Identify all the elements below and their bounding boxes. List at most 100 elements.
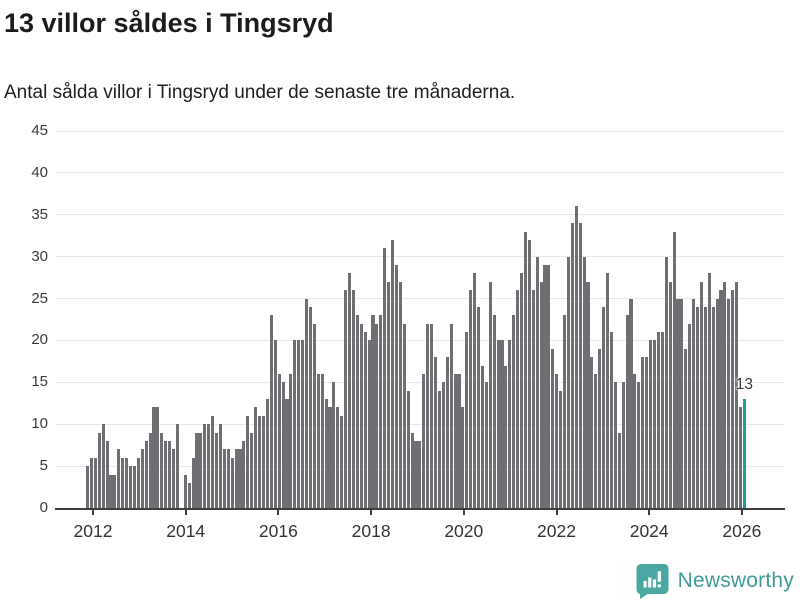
bar bbox=[125, 457, 129, 508]
bar bbox=[508, 340, 512, 508]
y-tick-label: 15 bbox=[31, 373, 48, 391]
bar bbox=[480, 365, 484, 508]
bar bbox=[367, 340, 371, 508]
bar bbox=[449, 323, 453, 508]
bar bbox=[727, 298, 731, 508]
bar bbox=[347, 273, 352, 508]
bar bbox=[277, 373, 281, 508]
bar bbox=[222, 449, 226, 508]
x-tick bbox=[555, 508, 558, 515]
bar bbox=[218, 424, 223, 508]
bar bbox=[555, 373, 559, 508]
bar bbox=[617, 432, 621, 508]
bar bbox=[566, 256, 571, 508]
bar bbox=[289, 373, 293, 508]
bar bbox=[293, 340, 297, 508]
y-tick-label: 10 bbox=[31, 415, 48, 433]
bar bbox=[473, 273, 477, 508]
bar bbox=[265, 399, 269, 508]
y-tick-label: 30 bbox=[31, 247, 48, 265]
x-tick-label: 2018 bbox=[351, 521, 391, 541]
bar bbox=[304, 298, 309, 508]
bar bbox=[731, 290, 735, 508]
bar bbox=[570, 223, 574, 508]
bar bbox=[594, 373, 598, 508]
bar bbox=[285, 399, 289, 508]
bar bbox=[453, 373, 457, 508]
y-tick-label: 35 bbox=[31, 205, 48, 223]
bar bbox=[328, 407, 332, 508]
bar bbox=[195, 432, 199, 508]
bar bbox=[101, 424, 105, 508]
bar bbox=[621, 382, 625, 508]
gridline bbox=[55, 130, 785, 132]
bar bbox=[551, 348, 555, 508]
chart-subtitle: Antal sålda villor i Tingsryd under de s… bbox=[4, 82, 516, 103]
bar bbox=[422, 373, 426, 508]
bar bbox=[625, 315, 629, 508]
bar bbox=[660, 332, 664, 508]
bar bbox=[340, 415, 344, 508]
x-tick bbox=[370, 508, 373, 515]
bar bbox=[559, 390, 563, 508]
bar bbox=[711, 306, 715, 508]
bar bbox=[86, 466, 90, 508]
bar bbox=[312, 323, 316, 508]
x-tick bbox=[648, 508, 651, 515]
bar bbox=[582, 256, 586, 508]
bar bbox=[461, 407, 465, 508]
x-tick-label: 2012 bbox=[73, 521, 113, 541]
bar bbox=[535, 256, 539, 508]
bar bbox=[230, 457, 234, 508]
bar bbox=[707, 273, 711, 508]
x-tick-label: 2020 bbox=[444, 521, 484, 541]
bar bbox=[105, 440, 109, 508]
bar bbox=[140, 449, 144, 508]
bar bbox=[344, 290, 348, 508]
bar bbox=[97, 432, 101, 508]
bar bbox=[215, 432, 219, 508]
bar bbox=[586, 281, 590, 508]
bar bbox=[191, 457, 195, 508]
y-tick-label: 20 bbox=[31, 331, 48, 349]
bar bbox=[183, 474, 187, 508]
x-tick bbox=[92, 508, 94, 515]
x-tick-label: 2016 bbox=[258, 521, 298, 541]
bar bbox=[469, 290, 473, 508]
bar bbox=[719, 290, 723, 508]
gridline bbox=[55, 298, 785, 300]
bar bbox=[637, 382, 641, 508]
bar bbox=[414, 440, 418, 508]
gridline bbox=[55, 214, 785, 216]
bar bbox=[398, 281, 402, 508]
bar bbox=[649, 340, 653, 508]
bar bbox=[496, 340, 500, 508]
bar bbox=[578, 223, 582, 508]
x-tick bbox=[462, 508, 465, 515]
bar bbox=[136, 457, 140, 508]
bar bbox=[735, 281, 739, 508]
bar bbox=[359, 323, 363, 508]
bar bbox=[375, 323, 379, 508]
bar bbox=[523, 231, 527, 508]
bar bbox=[410, 432, 414, 508]
bar bbox=[175, 424, 180, 508]
bar bbox=[492, 315, 496, 508]
bar bbox=[332, 382, 336, 508]
y-tick-label: 25 bbox=[31, 289, 48, 307]
bar bbox=[129, 466, 133, 508]
newsworthy-logo-icon bbox=[636, 564, 669, 599]
bar bbox=[160, 432, 164, 508]
gridline bbox=[55, 381, 785, 383]
bar bbox=[527, 239, 531, 508]
bar bbox=[152, 407, 156, 508]
bar bbox=[402, 323, 406, 508]
bar bbox=[692, 298, 696, 508]
bar bbox=[379, 315, 383, 508]
bar bbox=[168, 440, 172, 508]
bar bbox=[609, 332, 614, 508]
bar bbox=[695, 306, 700, 508]
bar bbox=[504, 365, 508, 508]
bar bbox=[211, 415, 215, 508]
bar bbox=[723, 281, 727, 508]
